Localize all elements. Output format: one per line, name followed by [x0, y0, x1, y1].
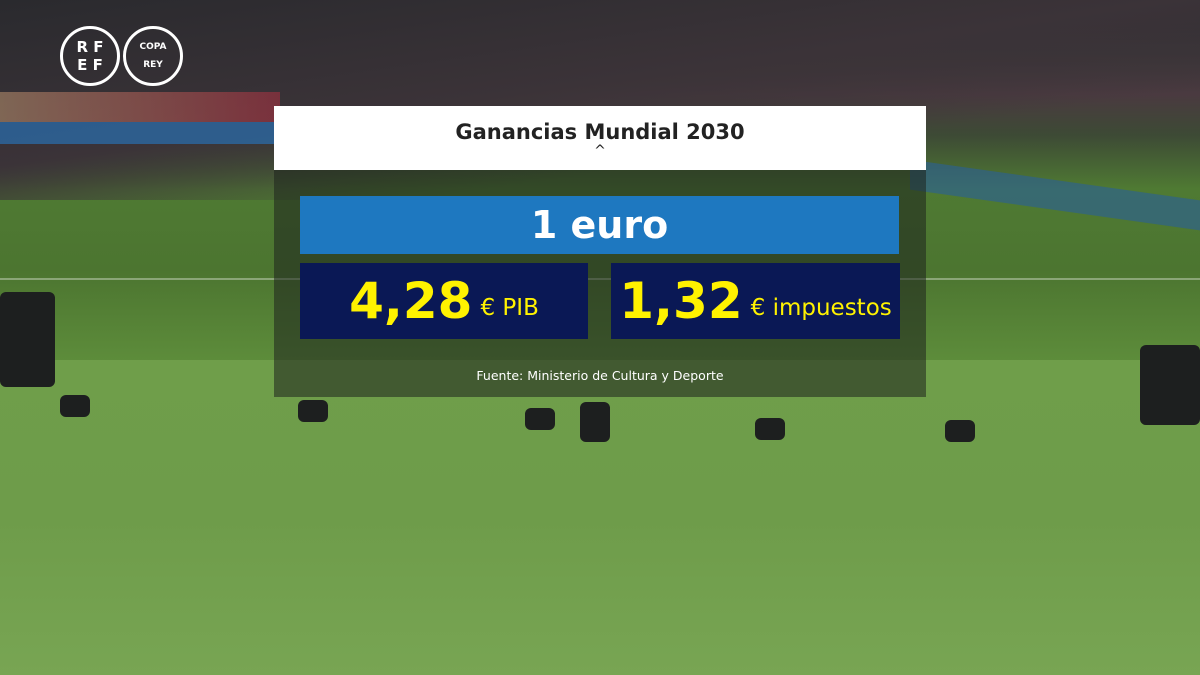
stat-value: 4,28 — [349, 272, 473, 330]
stat-box-impuestos: 1,32 € impuestos — [611, 263, 900, 339]
source-caption: Fuente: Ministerio de Cultura y Deporte — [476, 368, 724, 383]
floodlight-equipment — [298, 400, 328, 422]
info-graphic-panel: Ganancias Mundial 2030 ^ 1 euro 4,28 € P… — [274, 106, 926, 397]
floodlight-equipment — [60, 395, 90, 417]
floodlight-equipment — [580, 402, 610, 442]
copa-del-rey-logo: COPA REY — [123, 26, 183, 86]
speaker-stack — [1140, 345, 1200, 425]
floodlight-equipment — [755, 418, 785, 440]
caret-up-icon: ^ — [594, 143, 606, 159]
advertising-board-left — [0, 122, 280, 144]
floodlight-equipment — [525, 408, 555, 430]
graphic-title: Ganancias Mundial 2030 — [455, 120, 745, 144]
speaker-stack — [0, 292, 55, 387]
floodlight-equipment — [945, 420, 975, 442]
stat-unit: € PIB — [480, 295, 539, 321]
graphic-header: Ganancias Mundial 2030 ^ — [274, 106, 926, 170]
stands-red-band — [0, 92, 280, 122]
stat-box-pib: 4,28 € PIB — [300, 263, 588, 339]
stat-unit: € impuestos — [750, 295, 892, 321]
base-amount-bar: 1 euro — [300, 196, 899, 254]
stat-value: 1,32 — [619, 272, 743, 330]
